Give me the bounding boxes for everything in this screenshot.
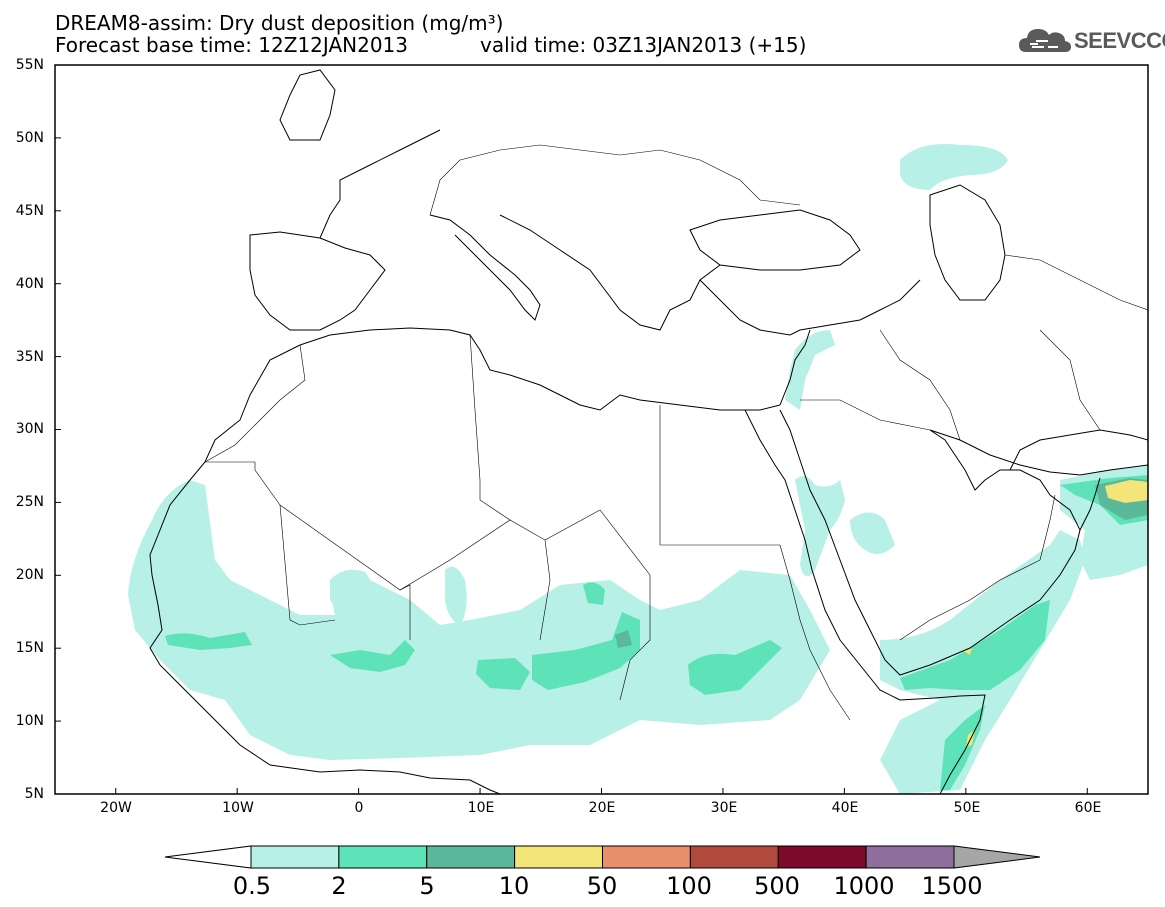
- colorbar-label: 0.5: [232, 872, 272, 900]
- coastline-gulf-oman: [1079, 477, 1101, 531]
- lon-label: 40E: [831, 800, 859, 816]
- coastline-horn: [899, 694, 986, 794]
- forecast-base-time: Forecast base time: 12Z12JAN2013: [55, 33, 408, 57]
- border-central-europe: [429, 144, 801, 216]
- border-morocco-algeria: [204, 344, 306, 463]
- dust-field-sudan-strong: [615, 630, 632, 648]
- colorbar-label: 10: [498, 872, 530, 900]
- border-mauritania: [279, 504, 336, 626]
- dust-field-mali-light: [330, 569, 373, 612]
- lat-label: 55N: [15, 57, 44, 73]
- dust-field-sahel-light: [128, 480, 830, 760]
- lat-label: 50N: [15, 130, 44, 146]
- dust-field-arabia-center-light: [850, 512, 895, 554]
- coastline-iberia: [249, 231, 386, 331]
- coastline-africa-west: [149, 344, 501, 794]
- valid-time: valid time: 03Z13JAN2013 (+15): [480, 33, 807, 57]
- border-algeria-libya: [469, 334, 511, 521]
- lon-label: 20E: [588, 800, 616, 816]
- border-mali: [279, 504, 411, 640]
- colorbar-label: 5: [419, 872, 435, 900]
- coastlines: [149, 69, 1148, 794]
- lat-label: 35N: [15, 349, 44, 365]
- lat-label: 20N: [15, 567, 44, 583]
- dust-field-gulf-oman-peak: [1105, 480, 1148, 503]
- dust-field-sudan-medium: [688, 640, 782, 695]
- coastline-levant: [779, 329, 811, 406]
- border-libya-chad: [544, 509, 651, 576]
- colorbar-label: 2: [331, 872, 347, 900]
- coastline-france-uk: [279, 69, 441, 239]
- lon-label: 30E: [710, 800, 738, 816]
- coastline-mediterranean-south: [299, 327, 781, 411]
- coastline-arabia-north: [1009, 429, 1148, 471]
- lon-label: 0: [354, 800, 364, 816]
- lat-label: 40N: [15, 276, 44, 292]
- border-saudi-yemen: [899, 559, 1041, 641]
- lon-label: 60E: [1074, 800, 1102, 816]
- border-niger: [399, 519, 551, 641]
- border-caspian-east: [1004, 254, 1148, 311]
- colorbar-label: 50: [586, 872, 618, 900]
- colorbar-label: 100: [666, 872, 712, 900]
- country-borders: [204, 144, 1148, 721]
- dust-field-senegal-medium: [165, 632, 252, 650]
- lon-label: 50E: [953, 800, 981, 816]
- colorbar-label: 1500: [921, 872, 983, 900]
- coastline-italy: [429, 214, 541, 321]
- border-western-sahara: [205, 461, 281, 506]
- logo-text: SEEVCCC: [1074, 28, 1165, 53]
- lat-label: 15N: [15, 640, 44, 656]
- border-chad-sudan: [619, 575, 651, 701]
- lon-label: 10W: [222, 800, 254, 816]
- dust-field-libya-light: [445, 566, 467, 625]
- border-iran-afghanistan: [1039, 329, 1101, 431]
- lat-label: 5N: [24, 786, 44, 802]
- coastline-arabia: [779, 409, 1081, 676]
- colorbar-label: 500: [754, 872, 800, 900]
- coastline-turkey: [699, 279, 921, 336]
- dust-field-chad-north-medium: [583, 582, 605, 605]
- border-sudan-ethiopia: [779, 544, 851, 721]
- lat-label: 10N: [15, 713, 44, 729]
- dust-field-yemen-peak: [962, 647, 972, 655]
- lon-label: 20W: [100, 800, 132, 816]
- border-iraq-iran: [879, 329, 961, 441]
- colorbar-label: 1000: [833, 872, 895, 900]
- lat-label: 45N: [15, 203, 44, 219]
- coastline-balkans-greece: [499, 214, 721, 331]
- coastline-caspian: [929, 184, 1006, 301]
- border-saudi: [800, 399, 931, 431]
- cloud-icon: [1019, 29, 1071, 52]
- dust-field-sudan-west-medium: [532, 612, 640, 690]
- border-libya-egypt: [659, 405, 780, 546]
- lon-label: 10E: [467, 800, 495, 816]
- lat-label: 30N: [15, 421, 44, 437]
- chart-title: DREAM8-assim: Dry dust deposition (mg/m³…: [55, 11, 504, 35]
- dust-field-red-sea-light: [795, 476, 845, 577]
- coastline-black-sea: [689, 209, 861, 271]
- seevccc-logo: SEEVCCC: [1018, 24, 1165, 58]
- dust-field-niger-medium: [330, 640, 415, 672]
- dust-field-caspian-light: [900, 144, 1008, 190]
- border-oman: [1039, 494, 1056, 561]
- coastline-persian-gulf: [929, 429, 1148, 476]
- dust-field-horn-medium: [940, 705, 985, 790]
- dust-field-levant-light: [785, 330, 835, 410]
- dust-field-chad-medium: [476, 658, 530, 690]
- dust-deposition-fields: [128, 144, 1148, 794]
- lat-label: 25N: [15, 494, 44, 510]
- axis-ticks: [55, 64, 1088, 795]
- coastline-red-sea-west: [744, 409, 901, 701]
